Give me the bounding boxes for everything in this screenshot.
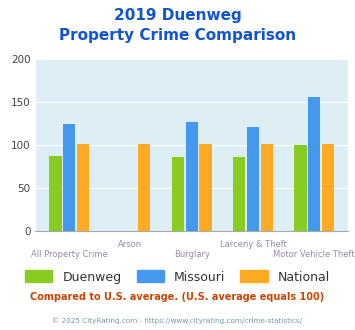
Bar [186,122,198,231]
Bar [261,144,273,231]
Bar [294,145,307,231]
Text: 2019 Duenweg: 2019 Duenweg [114,8,241,23]
Text: Larceny & Theft: Larceny & Theft [219,241,286,249]
Text: Property Crime Comparison: Property Crime Comparison [59,28,296,43]
Text: Arson: Arson [118,241,142,249]
Legend: Duenweg, Missouri, National: Duenweg, Missouri, National [20,265,335,288]
Bar [49,156,61,231]
Text: All Property Crime: All Property Crime [31,250,108,259]
Bar [77,144,89,231]
Bar [247,127,259,231]
Bar [172,157,184,231]
Bar [138,144,151,231]
Text: Compared to U.S. average. (U.S. average equals 100): Compared to U.S. average. (U.S. average … [31,292,324,302]
Bar [308,97,320,231]
Bar [322,144,334,231]
Bar [233,157,245,231]
Text: © 2025 CityRating.com - https://www.cityrating.com/crime-statistics/: © 2025 CityRating.com - https://www.city… [53,317,302,324]
Text: Burglary: Burglary [174,250,210,259]
Bar [200,144,212,231]
Text: Motor Vehicle Theft: Motor Vehicle Theft [273,250,355,259]
Bar [63,124,75,231]
